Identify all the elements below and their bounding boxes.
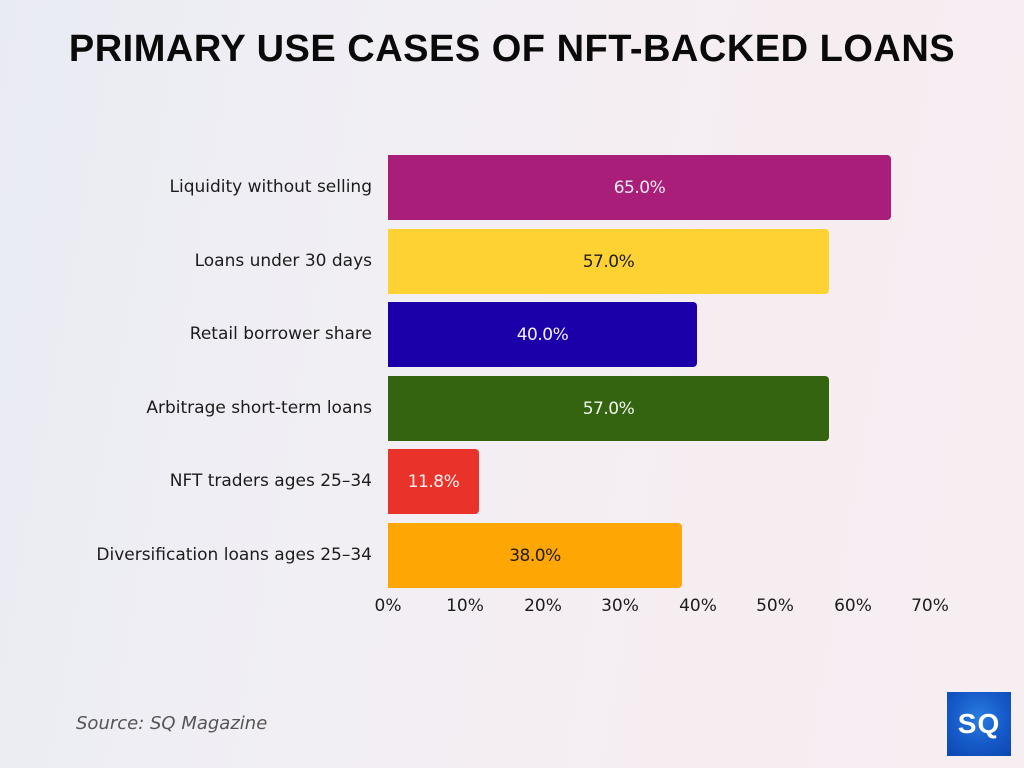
sq-logo: SQ — [947, 692, 1011, 756]
chart-title: PRIMARY USE CASES OF NFT-BACKED LOANS — [68, 28, 956, 70]
category-label: Loans under 30 days — [194, 251, 372, 271]
bar-nft-traders-ages-25-34: 11.8% — [388, 449, 479, 514]
source-caption: Source: SQ Magazine — [76, 713, 268, 734]
bar-value-label: 11.8% — [407, 471, 460, 492]
x-tick: 30% — [601, 596, 639, 616]
bar-arbitrage-short-term-loans: 57.0% — [388, 376, 829, 441]
category-label: Retail borrower share — [189, 324, 372, 344]
x-tick: 10% — [446, 596, 484, 616]
bar-value-label: 57.0% — [582, 398, 635, 419]
logo-text: SQ — [957, 708, 1001, 739]
category-label: Diversification loans ages 25–34 — [96, 545, 372, 565]
category-label: Liquidity without selling — [169, 177, 373, 197]
x-tick: 40% — [679, 596, 717, 616]
x-tick: 50% — [756, 596, 794, 616]
bar-value-label: 57.0% — [582, 251, 635, 272]
bar-retail-borrower-share: 40.0% — [388, 302, 697, 367]
category-label: Arbitrage short-term loans — [146, 398, 372, 418]
bar-value-label: 38.0% — [509, 545, 561, 566]
category-label: NFT traders ages 25–34 — [169, 471, 372, 491]
bar-liquidity-without-selling: 65.0% — [388, 155, 891, 220]
x-tick: 20% — [524, 596, 562, 616]
bar-value-label: 40.0% — [516, 324, 569, 345]
bar-value-label: 65.0% — [613, 177, 666, 198]
bar-diversification-loans-ages-25-34: 38.0% — [388, 523, 682, 588]
x-tick: 0% — [374, 596, 402, 616]
bar-loans-under-30-days: 57.0% — [388, 229, 829, 294]
x-tick: 70% — [911, 596, 949, 616]
x-tick: 60% — [834, 596, 872, 616]
